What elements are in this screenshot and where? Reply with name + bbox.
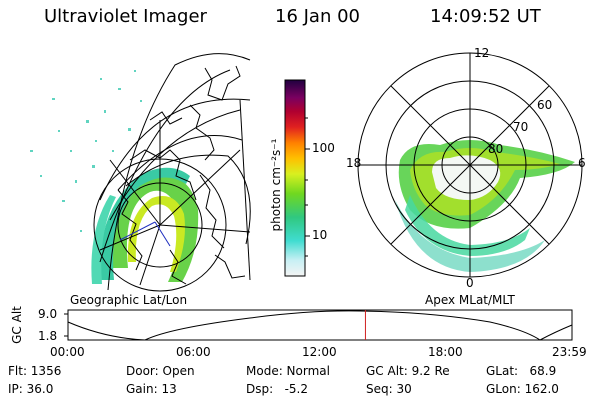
instrument-title: Ultraviolet Imager	[44, 6, 207, 27]
geo-direction-lines	[119, 221, 171, 247]
geo-panel-label: Geographic Lat/Lon	[70, 293, 188, 307]
info-mode: Mode: Normal	[246, 364, 330, 378]
orbit-xtick-0000: 00:00	[50, 345, 85, 359]
orbit-plot	[64, 309, 573, 341]
geo-grid	[93, 53, 251, 292]
polar-grid	[357, 52, 583, 278]
geographic-panel	[30, 53, 251, 292]
colorbar-tick-100: 100	[312, 141, 335, 155]
mlt-label-0: 0	[466, 276, 474, 290]
orbit-ytick-low: 1.8	[38, 329, 58, 343]
orbit-ytick-high: 9.0	[38, 307, 58, 321]
geo-noise	[30, 70, 142, 232]
info-gain: Gain: 13	[126, 382, 177, 396]
colorbar-unit-label: photon cm⁻²s⁻¹	[269, 138, 283, 232]
mlt-label-18: 18	[346, 156, 362, 170]
orbit-xtick-2359: 23:59	[552, 345, 587, 359]
lat-label-70: 70	[513, 120, 529, 134]
time-label: 14:09:52 UT	[430, 6, 541, 27]
orbit-xtick-0600: 06:00	[176, 345, 211, 359]
info-seq: Seq: 30	[366, 382, 412, 396]
info-glon: GLon: 162.0	[486, 382, 559, 396]
polar-panel-label: Apex MLat/MLT	[425, 293, 515, 307]
info-dsp: Dsp: -5.2	[246, 382, 309, 396]
colorbar	[284, 79, 310, 277]
geo-coastlines	[117, 65, 246, 285]
info-flt: Flt: 1356	[8, 364, 62, 378]
colorbar-tick-10: 10	[312, 228, 328, 242]
date-label: 16 Jan 00	[275, 6, 360, 27]
info-door: Door: Open	[126, 364, 195, 378]
info-glat: GLat: 68.9	[486, 364, 557, 378]
orbit-xtick-1800: 18:00	[428, 345, 463, 359]
mlt-label-6: 6	[578, 156, 586, 170]
polar-aurora	[395, 140, 575, 272]
lat-label-80: 80	[488, 142, 504, 156]
orbit-xtick-1200: 12:00	[302, 345, 337, 359]
info-ip: IP: 36.0	[8, 382, 54, 396]
orbit-ylabel: GC Alt	[10, 306, 24, 344]
mlt-label-12: 12	[474, 46, 490, 60]
polar-panel	[357, 52, 583, 278]
lat-label-60: 60	[537, 98, 553, 112]
info-gc-alt: GC Alt: 9.2 Re	[366, 364, 450, 378]
